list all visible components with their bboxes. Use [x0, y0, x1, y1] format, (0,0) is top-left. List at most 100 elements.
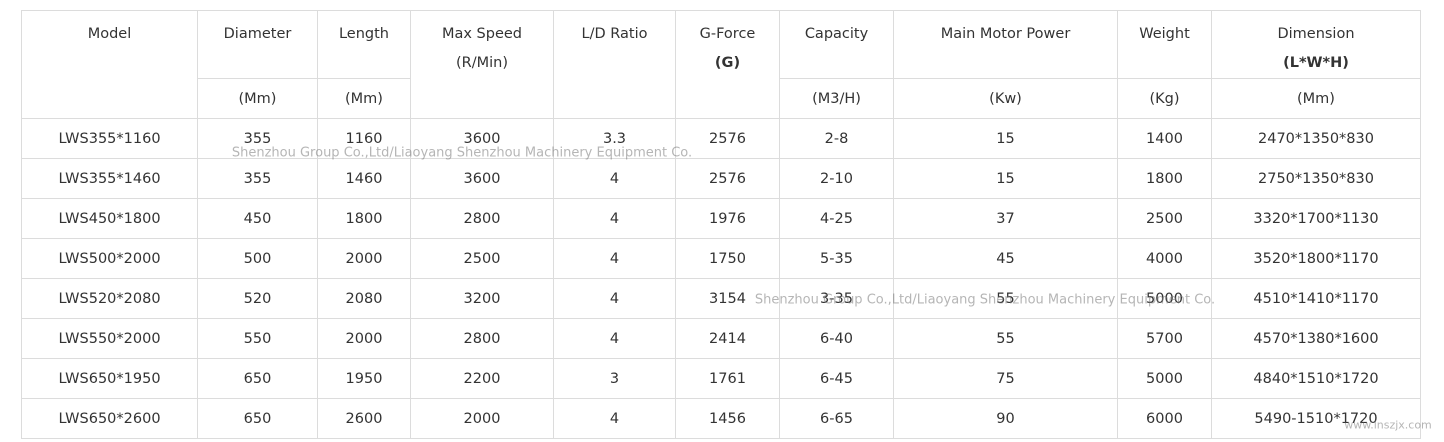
data-cell: 2414 — [675, 318, 780, 359]
header-subtitle: (L*W*H) — [1283, 55, 1349, 71]
data-cell: 2576 — [675, 158, 780, 199]
header-cell: L/D Ratio — [553, 10, 676, 119]
data-cell: 1950 — [317, 358, 411, 399]
watermark: Shenzhou Group Co.,Ltd/Liaoyang Shenzhou… — [754, 292, 1216, 308]
header-title: G-Force — [699, 26, 756, 42]
header-cell: Length — [317, 10, 411, 79]
data-cell: 500 — [197, 238, 318, 279]
data-cell: 3600 — [410, 118, 554, 159]
data-cell: 1761 — [675, 358, 780, 399]
data-cell: 3600 — [410, 158, 554, 199]
data-cell: 6-65 — [779, 398, 894, 439]
data-cell: 15 — [893, 158, 1118, 199]
data-cell: 2500 — [410, 238, 554, 279]
data-cell: 650 — [197, 358, 318, 399]
data-cell: 2576 — [675, 118, 780, 159]
data-cell: 2000 — [317, 318, 411, 359]
header-title: Weight — [1139, 26, 1190, 42]
data-row: LWS450*1800 450 1800 2800 4 1976 4-25 37 2500 332… — [21, 198, 1421, 239]
header-title: L/D Ratio — [581, 26, 648, 42]
data-cell: LWS355*1460 — [21, 158, 198, 199]
data-cell: 1400 — [1117, 118, 1212, 159]
data-cell: 355 — [197, 158, 318, 199]
data-cell: 4-25 — [779, 198, 894, 239]
watermark: www.lnszjx.com — [1344, 418, 1432, 432]
data-cell: 1800 — [1117, 158, 1212, 199]
data-cell: 2750*1350*830 — [1211, 158, 1421, 199]
data-cell: 1460 — [317, 158, 411, 199]
data-cell: 2470*1350*830 — [1211, 118, 1421, 159]
data-cell: 15 — [893, 118, 1118, 159]
data-cell: 6-40 — [779, 318, 894, 359]
data-cell: 4 — [553, 198, 676, 239]
data-cell: 1456 — [675, 398, 780, 439]
data-row: LWS355*1460 355 1460 3600 4 2576 2-10 15 1800 275… — [21, 158, 1421, 199]
unit-cell: (Mm) — [317, 78, 411, 119]
data-cell: 1750 — [675, 238, 780, 279]
data-cell: 4 — [553, 318, 676, 359]
unit-cell: (M3/H) — [779, 78, 894, 119]
data-cell: 2000 — [317, 238, 411, 279]
data-row: LWS520*2080 520 2080 3200 4 3154 3-35 55 5000 451… — [21, 278, 1421, 319]
data-row: LWS650*1950 650 1950 2200 3 1761 6-45 75 5000 484… — [21, 358, 1421, 399]
data-cell: 2800 — [410, 318, 554, 359]
header-cell: Capacity — [779, 10, 894, 79]
header-subtitle: (G) — [714, 55, 741, 71]
header-cell: Diameter — [197, 10, 318, 79]
data-cell: 4 — [553, 278, 676, 319]
data-cell: 4570*1380*1600 — [1211, 318, 1421, 359]
data-cell: 75 — [893, 358, 1118, 399]
data-cell: 550 — [197, 318, 318, 359]
data-cell: 4 — [553, 158, 676, 199]
data-cell: 5-35 — [779, 238, 894, 279]
data-row: LWS650*2600 650 2600 2000 4 1456 6-65 90 6000 549… — [21, 398, 1421, 439]
header-cell: Dimension (L*W*H) — [1211, 10, 1421, 79]
data-cell: 2500 — [1117, 198, 1212, 239]
data-row: LWS355*1160 355 1160 3600 3.3 2576 2-8 15 1400 24… — [21, 118, 1421, 159]
header-cell: Main Motor Power — [893, 10, 1118, 79]
unit-cell: (Mm) — [197, 78, 318, 119]
data-cell: LWS650*1950 — [21, 358, 198, 399]
data-cell: 1800 — [317, 198, 411, 239]
header-row: Model Diameter Length Max Speed (R/Min) L/D R… — [21, 10, 1421, 119]
data-cell: LWS500*2000 — [21, 238, 198, 279]
data-cell: 6000 — [1117, 398, 1212, 439]
header-cell: Max Speed (R/Min) — [410, 10, 554, 119]
data-cell: 4510*1410*1170 — [1211, 278, 1421, 319]
unit-cell: (Kg) — [1117, 78, 1212, 119]
data-cell: 2000 — [410, 398, 554, 439]
data-cell: 4000 — [1117, 238, 1212, 279]
data-cell: 3154 — [675, 278, 780, 319]
watermark: Shenzhou Group Co.,Ltd/Liaoyang Shenzhou… — [231, 145, 693, 161]
unit-row: (Mm) (Mm) (M3/H) (Kw) (Kg) (Mm) — [22, 78, 1421, 119]
data-cell: 2600 — [317, 398, 411, 439]
header-title: Diameter — [223, 26, 292, 42]
data-row: LWS550*2000 550 2000 2800 4 2414 6-40 55 5700 457… — [21, 318, 1421, 359]
header-title: Dimension — [1277, 26, 1355, 42]
header-cell: Weight — [1117, 10, 1212, 79]
header-cell: Model — [21, 10, 198, 119]
data-cell: 4840*1510*1720 — [1211, 358, 1421, 399]
data-cell: 90 — [893, 398, 1118, 439]
header-title: Capacity — [804, 26, 869, 42]
header-title: Max Speed — [441, 26, 523, 42]
data-cell: 5700 — [1117, 318, 1212, 359]
data-cell: 4 — [553, 238, 676, 279]
data-cell: 3.3 — [553, 118, 676, 159]
data-cell: 1160 — [317, 118, 411, 159]
spec-table: Model Diameter Length Max Speed (R/Min) L/D R… — [21, 10, 1421, 439]
data-cell: 2-8 — [779, 118, 894, 159]
data-cell: 5490-1510*1720 — [1211, 398, 1421, 439]
header-title: Length — [338, 26, 389, 42]
data-cell: 1976 — [675, 198, 780, 239]
data-cell: 2800 — [410, 198, 554, 239]
data-cell: LWS650*2600 — [21, 398, 198, 439]
data-cell: 4 — [553, 398, 676, 439]
header-cell: G-Force (G) — [675, 10, 780, 119]
header-title: Model — [87, 26, 132, 42]
unit-cell: (Kw) — [893, 78, 1118, 119]
data-cell: 2200 — [410, 358, 554, 399]
data-cell: 3200 — [410, 278, 554, 319]
data-cell: 3 — [553, 358, 676, 399]
